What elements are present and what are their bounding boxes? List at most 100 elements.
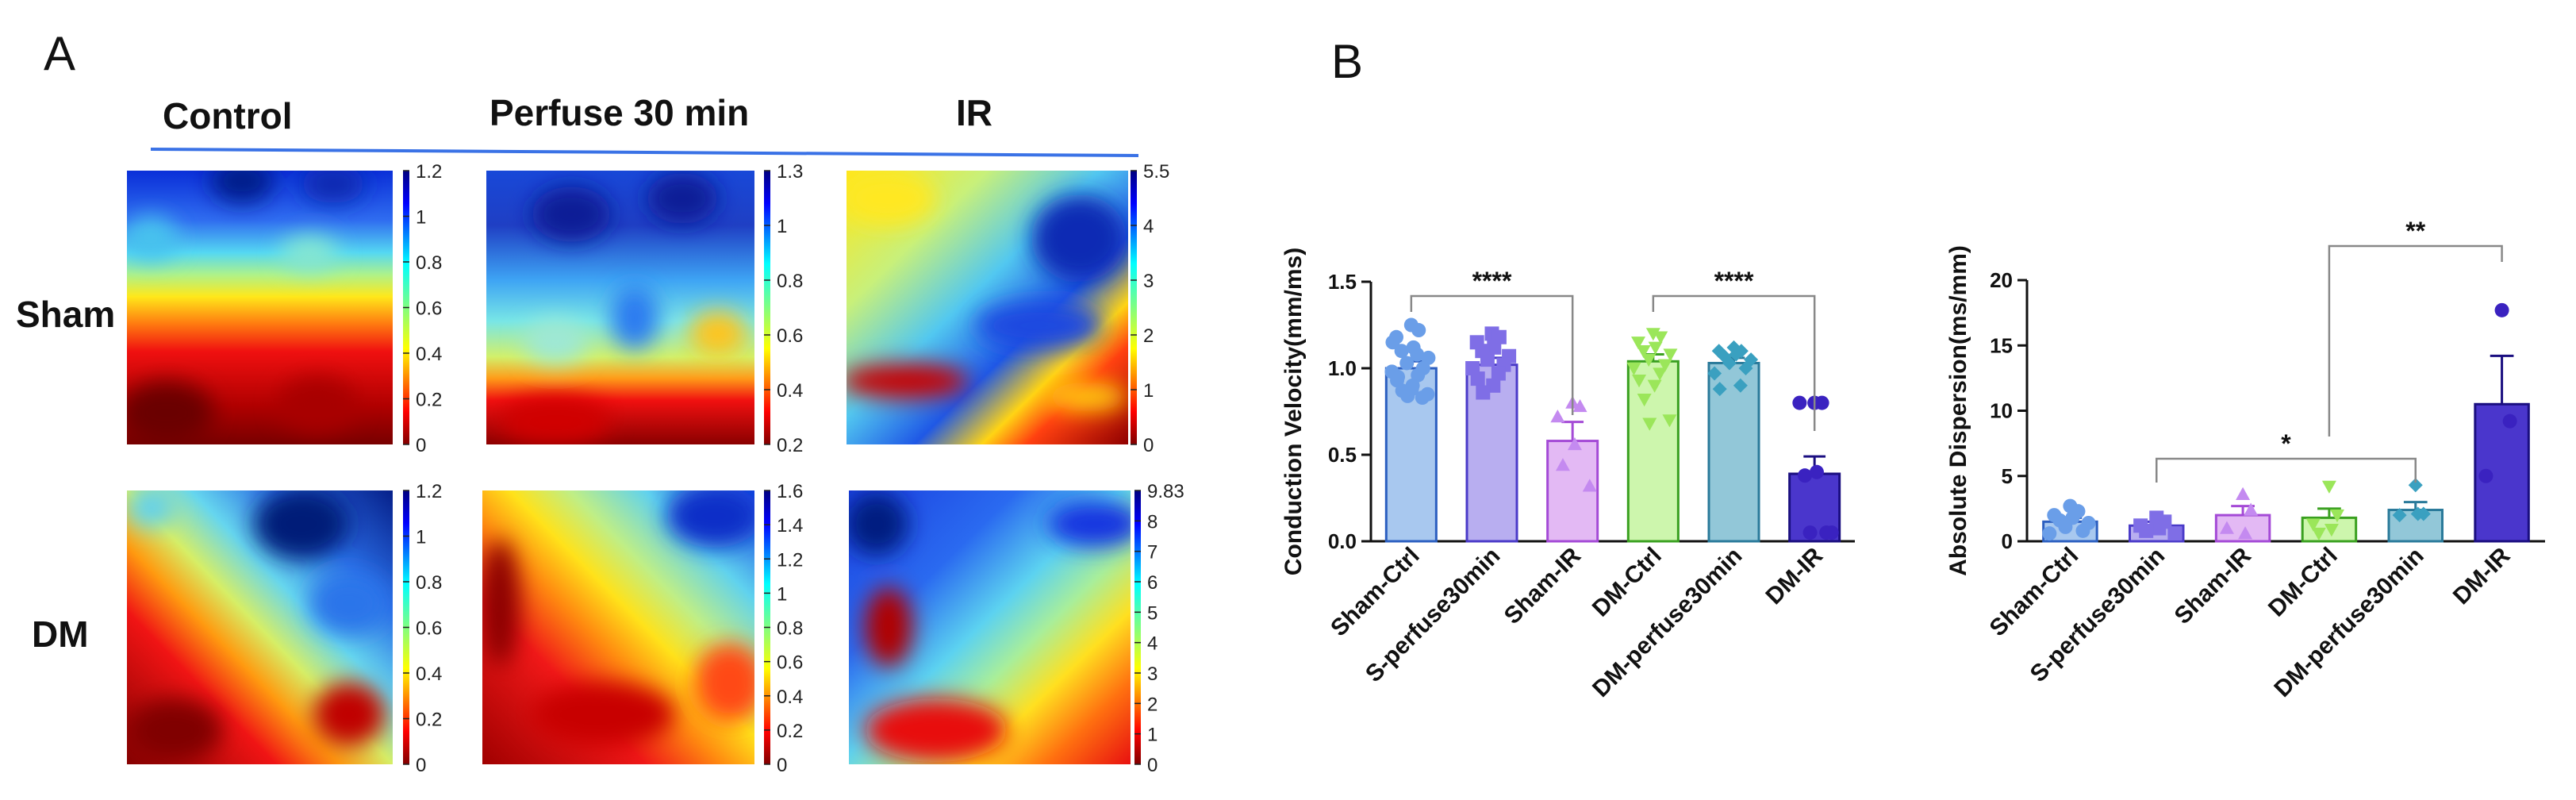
x-category-label: DM-IR	[2448, 542, 2516, 610]
data-point	[1567, 437, 1582, 451]
colorbar-6-tick: 5	[1147, 602, 1157, 624]
y-tick-label: 0.0	[1328, 529, 1357, 553]
colorbar-2-tick: 0.8	[777, 271, 803, 292]
data-point	[1555, 458, 1570, 471]
data-point	[1637, 394, 1652, 407]
data-point	[2321, 480, 2336, 494]
colorbar-5-tick: 1.6	[777, 481, 803, 502]
significance-bracket	[1410, 294, 1574, 415]
colorbar-4-tick: 0.8	[416, 572, 442, 594]
data-point	[2075, 523, 2090, 538]
x-category-label: Sham-IR	[1499, 542, 1587, 629]
significance-bracket	[2328, 244, 2503, 437]
colorbar-6-tick: 8	[1147, 511, 1157, 533]
y-tick-label: 20	[1990, 268, 2013, 292]
colorbar-4-tick: 0.2	[416, 710, 442, 731]
data-point	[1632, 375, 1647, 388]
colorbar-5-tick: 1	[777, 583, 787, 605]
colorbar-1-tick: 0.6	[416, 298, 442, 320]
column-header-ir: IR	[956, 92, 992, 133]
y-axis-label: Absolute Dispersion(ms/mm)	[1945, 245, 1971, 576]
data-point	[1797, 468, 1812, 483]
data-point	[2392, 508, 2407, 523]
panel-a-label: A	[44, 27, 75, 80]
data-point	[1642, 417, 1657, 431]
colorbar-6-tick: 3	[1147, 663, 1157, 685]
data-point	[1733, 378, 1748, 393]
colorbar-1-tick: 0.8	[416, 252, 442, 274]
data-point	[2311, 527, 2326, 541]
panel-b-label: B	[1331, 35, 1363, 88]
data-point	[1657, 359, 1672, 372]
colorbar-4-tick: 0.4	[416, 663, 442, 685]
data-point	[1385, 335, 1400, 350]
data-point	[2238, 526, 2253, 540]
heatmap-sham-ir	[847, 171, 1128, 444]
colorbar-2-tick: 0.6	[777, 325, 803, 347]
data-point	[1645, 328, 1660, 341]
y-tick-label: 0	[2002, 529, 2013, 553]
header-underline	[150, 148, 1139, 157]
column-header-perfuse: Perfuse 30 min	[489, 92, 749, 133]
data-point	[2329, 509, 2344, 523]
colorbar-2-tick: 0.2	[777, 435, 803, 456]
colorbar-3-tick: 1	[1143, 380, 1154, 402]
data-point	[1707, 366, 1722, 381]
significance-label: **	[2405, 217, 2425, 245]
y-tick-label: 5	[2002, 464, 2013, 488]
data-point	[1626, 362, 1641, 375]
bar-s-perfuse30min	[1465, 363, 1518, 543]
significance-label: *	[2281, 429, 2291, 458]
y-tick-label: 15	[1990, 333, 2013, 357]
x-category-label: S-perfuse30min	[1361, 543, 1505, 687]
colorbar-1-tick: 1.2	[416, 161, 442, 183]
row-label-sham: Sham	[16, 294, 115, 335]
x-category-label: Sham-IR	[2170, 542, 2257, 629]
data-point	[2058, 519, 2073, 534]
y-tick-label: 10	[1990, 399, 2013, 423]
data-point	[2305, 518, 2321, 532]
data-point	[1641, 353, 1657, 367]
data-point	[1550, 410, 1565, 423]
heatmap-dm-ir	[849, 490, 1131, 764]
colorbar-2-tick: 1.3	[777, 161, 803, 183]
colorbar-4-tick: 0	[416, 755, 426, 776]
colorbar-1-tick: 0	[416, 435, 426, 456]
data-point	[1410, 347, 1425, 362]
data-point	[1411, 323, 1426, 338]
colorbar-6-tick: 2	[1147, 694, 1157, 715]
colorbar-5-tick: 0.2	[777, 721, 803, 742]
significance-label: ****	[1472, 267, 1512, 295]
data-point	[1582, 479, 1597, 492]
y-tick-label: 0.5	[1328, 443, 1357, 467]
data-point	[2408, 478, 2423, 493]
colorbar-4-tick: 1.2	[416, 481, 442, 502]
colorbar-6-tick: 4	[1147, 633, 1157, 655]
colorbar-3	[1131, 171, 1137, 444]
colorbar-6	[1134, 490, 1141, 764]
data-point	[2478, 468, 2493, 483]
data-point	[2236, 487, 2251, 500]
colorbar-6-tick: 1	[1147, 725, 1157, 746]
data-point	[2042, 526, 2057, 541]
colorbar-4-tick: 1	[416, 527, 426, 548]
colorbar-5-tick: 0.4	[777, 687, 803, 708]
data-point	[2410, 506, 2425, 521]
data-point	[1415, 390, 1430, 406]
x-category-label: DM-perfuse30min	[2269, 543, 2428, 702]
colorbar-6-tick: 0	[1147, 755, 1157, 776]
data-point	[1819, 525, 1834, 540]
data-point	[1647, 379, 1662, 393]
row-label-dm: DM	[32, 613, 89, 655]
data-point	[1712, 382, 1727, 397]
chart-conduction-velocity: 0.0 0.5 1.0 1.5 Conduction Velocity(mm/ms) Sh…	[1280, 248, 1855, 702]
colorbar-3-tick: 3	[1143, 271, 1154, 292]
data-point	[1662, 414, 1677, 428]
colorbar-tick-labels: 1.2 1 0.8 0.6 0.4 0.2 0 1.3 1 0.8 0.6 0.4 0.2 5.5 4 3 2 1…	[403, 161, 1184, 776]
x-category-label: DM-Ctrl	[2263, 543, 2343, 622]
data-point	[2494, 302, 2509, 317]
significance-bracket	[2156, 457, 2417, 483]
data-point	[2167, 526, 2182, 541]
y-tick-label: 1.0	[1328, 356, 1357, 380]
